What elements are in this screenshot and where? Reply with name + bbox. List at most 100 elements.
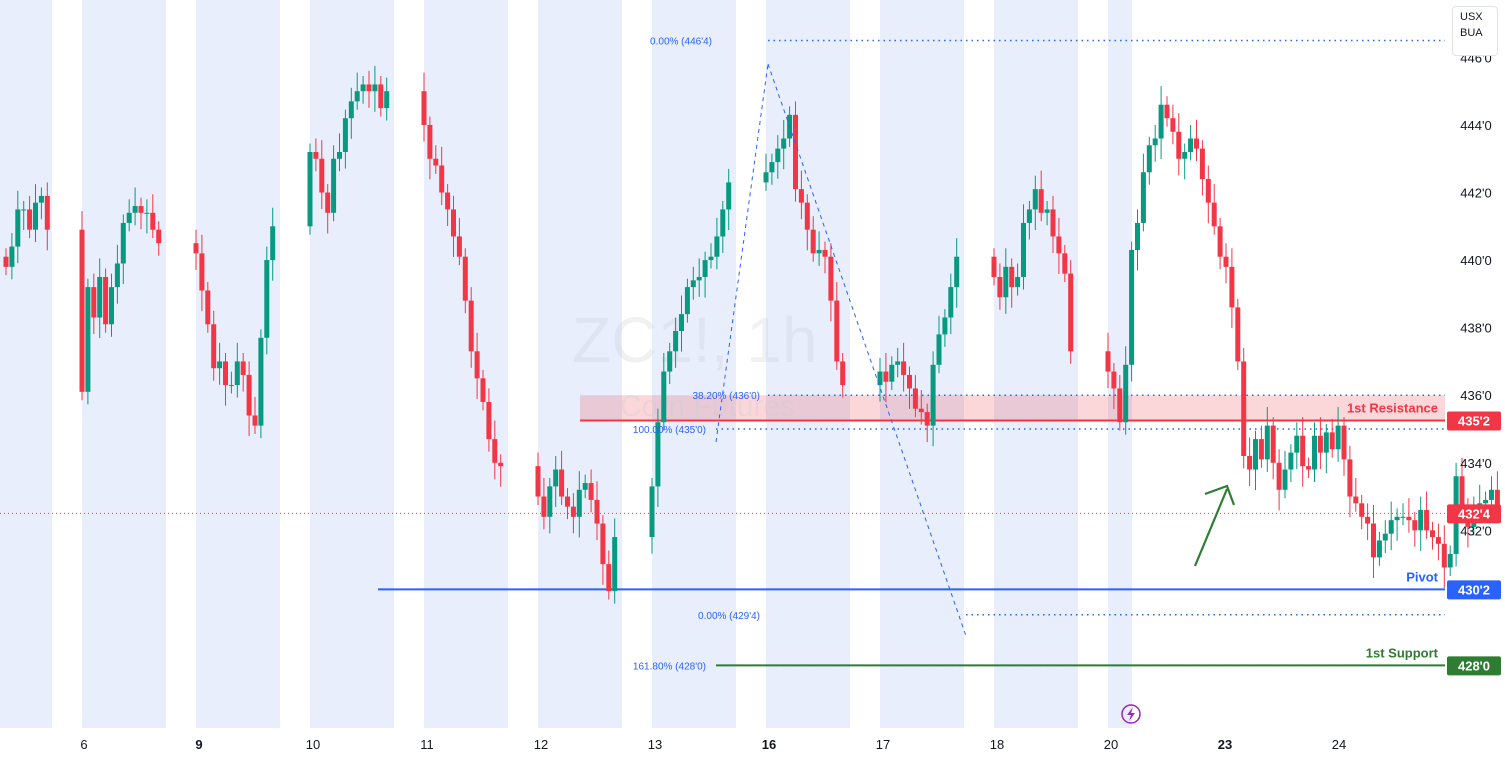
x-tick-label: 18 [990, 737, 1004, 752]
currency-unit-box[interactable]: USX BUA [1452, 6, 1498, 56]
candle-body [1129, 249, 1135, 365]
candle [217, 342, 223, 385]
candle [1117, 374, 1123, 431]
candle-body [553, 469, 559, 487]
candle [1015, 263, 1021, 296]
candle-body [702, 260, 708, 277]
candle [193, 229, 199, 270]
x-tick-label: 23 [1218, 737, 1232, 752]
candle [1050, 195, 1056, 253]
candle-body [91, 287, 97, 318]
candle [684, 278, 690, 323]
candle-body [954, 256, 960, 288]
currency-line-1: USX [1460, 11, 1483, 23]
candle-body [1117, 388, 1123, 423]
arrow-up-icon [1193, 484, 1236, 567]
candle-body [264, 260, 270, 338]
level-label: Pivot [1406, 569, 1438, 584]
candle [655, 408, 661, 508]
candle [997, 263, 1003, 310]
candle-body [1376, 540, 1382, 558]
candle-body [606, 564, 612, 592]
price-tags: 435'2 430'2 428'0 432'4 [1447, 411, 1501, 676]
candle [252, 396, 258, 435]
candle [240, 352, 246, 392]
candle-body [714, 236, 720, 257]
candle-body [673, 331, 679, 352]
candle-body [211, 324, 217, 369]
candle-body [114, 263, 120, 288]
candle [1353, 477, 1359, 512]
level-label: 1st Support [1366, 645, 1439, 660]
candle-body [667, 351, 673, 372]
candle-body [331, 158, 337, 213]
candle [1032, 175, 1038, 231]
x-tick-label: 12 [534, 737, 548, 752]
candle [1140, 153, 1146, 232]
candle-body [1459, 476, 1465, 507]
candle-body [600, 523, 606, 565]
candle [991, 248, 997, 286]
candle-body [1199, 148, 1205, 180]
candle [679, 295, 684, 352]
lightning-icon[interactable] [1121, 704, 1141, 724]
candle [1182, 143, 1188, 180]
candle-body [1170, 118, 1176, 132]
candle-body [468, 300, 474, 352]
candle-body [840, 361, 846, 386]
candle-body [1317, 435, 1323, 453]
candle-body [1146, 145, 1152, 173]
x-tick-label: 10 [306, 737, 320, 752]
candle [547, 477, 553, 534]
candle [834, 282, 840, 370]
candle [319, 140, 325, 210]
candle [1435, 523, 1441, 561]
candle-body [889, 364, 895, 382]
level-label: 1st Resistance [1347, 401, 1438, 416]
candle-body [480, 378, 486, 402]
currency-line-2: BUA [1460, 27, 1483, 39]
candle [1123, 346, 1129, 435]
candle [661, 352, 667, 431]
candle-body [1406, 516, 1412, 521]
candle [1111, 363, 1117, 410]
candle [91, 273, 97, 335]
candle-body [85, 287, 91, 392]
candle [1365, 503, 1371, 541]
price-tag [1447, 411, 1501, 431]
x-tick-label: 6 [80, 737, 87, 752]
candle-body [1264, 425, 1270, 460]
candle [708, 243, 714, 269]
candle-body [570, 506, 576, 517]
candle-body [421, 91, 427, 125]
candle-body [199, 253, 205, 291]
candle-body [1235, 307, 1241, 362]
candle [27, 195, 33, 239]
candle [1388, 501, 1394, 551]
candle [313, 138, 319, 172]
candle [126, 199, 132, 232]
candle-body [1140, 172, 1146, 223]
candle-body [775, 148, 781, 163]
x-tick-label: 16 [762, 737, 776, 752]
candle-body [103, 276, 109, 325]
session-band [1108, 0, 1132, 728]
level-lines [378, 419, 1445, 667]
candle [360, 76, 366, 104]
candle [97, 258, 103, 339]
candle [930, 351, 936, 447]
candle-body [816, 249, 822, 254]
candle [223, 352, 228, 406]
candle [1323, 423, 1329, 474]
candle-body [486, 401, 492, 440]
candle [895, 347, 901, 378]
candle-body [38, 195, 44, 203]
candle [348, 87, 354, 139]
price-tag [1447, 580, 1501, 600]
candle-body [15, 209, 21, 247]
candle-body [690, 280, 696, 288]
candle-body [1306, 466, 1312, 470]
candle [793, 101, 798, 202]
